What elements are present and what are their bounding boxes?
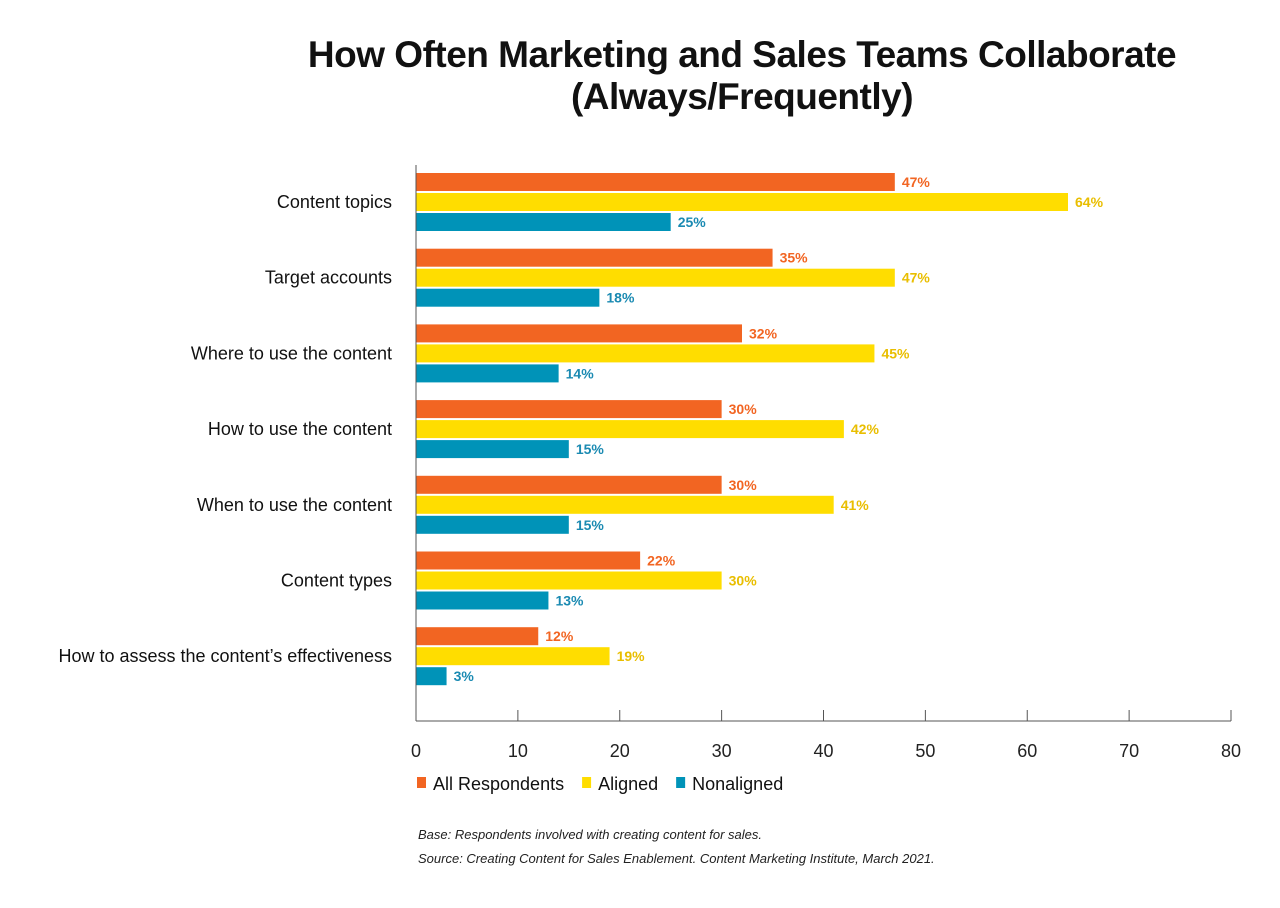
bar-all-respondents	[416, 173, 895, 191]
data-label: 25%	[678, 214, 707, 230]
data-label: 15%	[576, 517, 605, 533]
data-label: 47%	[902, 270, 931, 286]
bar-aligned	[416, 647, 610, 666]
data-label: 18%	[606, 290, 635, 306]
bar-nonaligned	[416, 667, 447, 686]
bar-aligned	[416, 268, 895, 287]
data-label: 30%	[729, 477, 758, 493]
data-label: 42%	[851, 421, 880, 437]
data-label: 30%	[729, 573, 758, 589]
bar-nonaligned	[416, 591, 549, 610]
x-tick-label: 0	[411, 741, 421, 761]
data-label: 22%	[647, 553, 676, 569]
legend-swatch	[676, 777, 686, 788]
category-label: Content types	[281, 571, 392, 591]
bar-aligned	[416, 495, 834, 514]
bar-all-respondents	[416, 475, 722, 494]
source-note: Source: Creating Content for Sales Enabl…	[418, 851, 935, 866]
bar-all-respondents	[416, 324, 742, 343]
chart-title: How Often Marketing and Sales Teams Coll…	[260, 34, 1224, 118]
bar-aligned	[416, 571, 722, 590]
bar-nonaligned	[416, 288, 600, 307]
bar-nonaligned	[416, 440, 569, 459]
category-label: Target accounts	[265, 268, 392, 288]
legend-swatch	[582, 777, 592, 788]
category-label: Content topics	[277, 192, 392, 212]
data-label: 13%	[555, 593, 584, 609]
bar-aligned	[416, 193, 1068, 211]
bar-all-respondents	[416, 248, 773, 267]
legend-label: Aligned	[598, 774, 658, 794]
category-label: How to use the content	[208, 419, 392, 439]
data-label: 35%	[780, 250, 809, 266]
base-note: Base: Respondents involved with creating…	[418, 827, 762, 842]
category-label: When to use the content	[197, 495, 392, 515]
legend-swatch	[417, 777, 426, 788]
x-tick-label: 20	[610, 741, 630, 761]
x-tick-label: 60	[1017, 741, 1037, 761]
data-label: 15%	[576, 441, 605, 457]
bar-nonaligned	[416, 515, 569, 534]
chart-title-line1: How Often Marketing and Sales Teams Coll…	[307, 34, 1177, 75]
bar-all-respondents	[416, 551, 641, 570]
x-tick-label: 10	[508, 741, 528, 761]
data-label: 47%	[902, 174, 931, 190]
legend-label: Nonaligned	[692, 774, 783, 794]
x-tick-label: 40	[813, 741, 833, 761]
data-label: 19%	[617, 648, 646, 664]
bar-nonaligned	[416, 213, 671, 231]
bar-aligned	[416, 420, 844, 439]
category-label: How to assess the content’s effectivenes…	[58, 646, 392, 666]
data-label: 3%	[454, 668, 475, 684]
bar-aligned	[416, 344, 875, 363]
bar-all-respondents	[416, 627, 539, 646]
data-label: 41%	[841, 497, 870, 513]
x-tick-label: 70	[1119, 741, 1139, 761]
bar-all-respondents	[416, 400, 722, 419]
legend-label: All Respondents	[433, 774, 564, 794]
category-label: Where to use the content	[191, 343, 392, 363]
x-tick-label: 50	[915, 741, 935, 761]
bar-nonaligned	[416, 364, 559, 383]
data-label: 45%	[881, 345, 910, 361]
data-label: 30%	[729, 401, 758, 417]
x-tick-label: 30	[712, 741, 732, 761]
data-label: 14%	[566, 365, 595, 381]
x-tick-label: 80	[1221, 741, 1241, 761]
data-label: 64%	[1075, 194, 1104, 210]
chart-title-line2: (Always/Frequently)	[570, 76, 914, 117]
data-label: 12%	[545, 628, 574, 644]
data-label: 32%	[749, 325, 778, 341]
